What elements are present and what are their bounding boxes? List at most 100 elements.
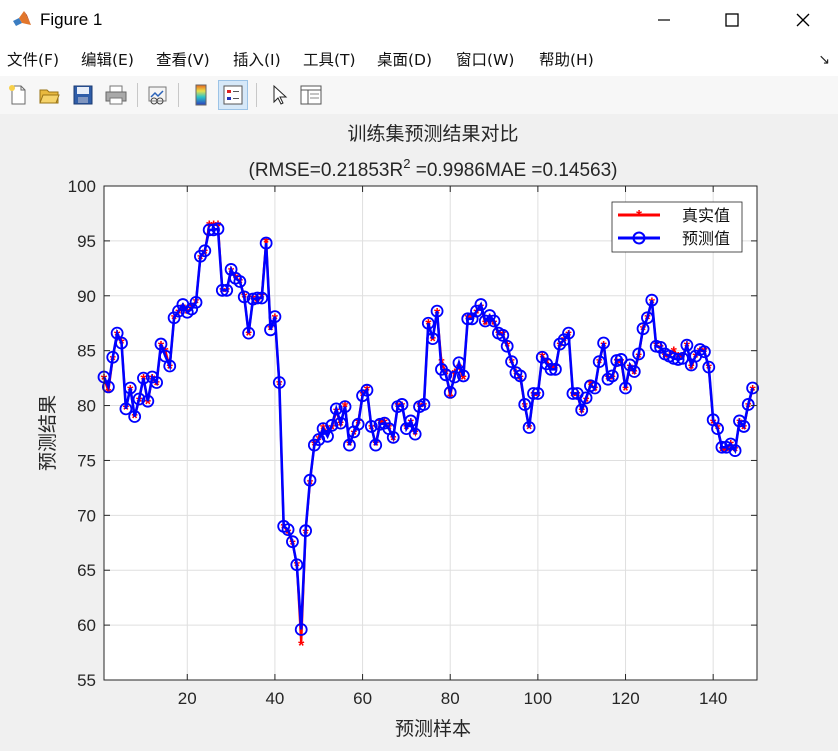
pred-point xyxy=(724,437,738,451)
pred-point xyxy=(592,355,606,369)
menu-view[interactable]: 查看(V) xyxy=(156,51,210,69)
true-point: * xyxy=(631,367,638,384)
pred-point xyxy=(549,362,562,376)
pred-point xyxy=(141,394,155,408)
x-tick-label: 140 xyxy=(699,689,727,708)
menu-edit[interactable]: 编辑(E) xyxy=(81,51,134,69)
menu-help[interactable]: 帮助(H) xyxy=(539,51,594,69)
pred-point xyxy=(338,400,352,414)
true-point: * xyxy=(447,391,454,408)
minimize-button[interactable] xyxy=(633,0,695,40)
menu-insert[interactable]: 插入(I) xyxy=(233,51,281,69)
chart-subtitle: (RMSE=0.21853R2 =0.9986MAE =0.14563) xyxy=(249,156,618,181)
pred-point xyxy=(137,371,150,385)
y-axis-label: 预测结果 xyxy=(37,395,59,471)
pred-point xyxy=(566,387,580,400)
true-point: * xyxy=(267,323,274,340)
plot-area xyxy=(104,186,757,680)
menu-file[interactable]: 文件(F) xyxy=(7,51,60,69)
pred-point xyxy=(579,391,593,405)
pred-point xyxy=(215,283,229,297)
y-tick-label: 100 xyxy=(68,177,96,196)
pred-point xyxy=(627,365,641,378)
menu-bar: 文件(F) 编辑(E) 查看(V) 插入(I) 工具(T) 桌面(D) 窗口(W… xyxy=(0,40,838,76)
chart-title: 训练集预测结果对比 xyxy=(347,123,518,145)
pred-point xyxy=(233,275,247,288)
y-tick-label: 80 xyxy=(77,397,96,416)
menu-desktop[interactable]: 桌面(D) xyxy=(377,51,433,69)
link-plot-icon[interactable] xyxy=(143,80,173,110)
pred-point xyxy=(605,369,619,383)
pred-point xyxy=(123,381,137,395)
maximize-button[interactable] xyxy=(701,0,763,40)
pred-point xyxy=(250,291,264,305)
true-point: * xyxy=(430,334,437,351)
pred-point xyxy=(299,524,312,538)
pred-point xyxy=(741,398,755,411)
pred-point xyxy=(185,302,199,316)
true-point: * xyxy=(346,438,353,455)
pred-point xyxy=(329,402,343,416)
y-tick-label: 95 xyxy=(77,232,96,251)
pred-point xyxy=(167,311,181,325)
legend[interactable]: * 真实值 预测值 xyxy=(611,201,743,253)
pred-point xyxy=(641,311,654,325)
pointer-icon[interactable] xyxy=(264,80,294,110)
pred-point xyxy=(553,337,567,351)
pred-point xyxy=(101,380,115,394)
pred-point xyxy=(711,422,724,436)
property-editor-icon[interactable] xyxy=(296,80,326,110)
colorbar-icon[interactable] xyxy=(186,80,216,110)
legend-true-marker: * xyxy=(636,207,642,224)
true-point: * xyxy=(495,328,502,345)
pred-point xyxy=(281,523,295,537)
pred-point xyxy=(426,332,440,345)
menu-tools[interactable]: 工具(T) xyxy=(303,51,356,69)
x-tick-label: 40 xyxy=(265,689,284,708)
pred-point xyxy=(395,398,409,411)
pred-point xyxy=(325,418,339,432)
save-icon[interactable] xyxy=(68,80,98,110)
true-point: * xyxy=(456,361,463,378)
print-icon[interactable] xyxy=(101,80,131,110)
pred-point xyxy=(404,414,418,428)
minimize-icon xyxy=(658,19,670,21)
pred-point xyxy=(343,438,356,452)
true-point: * xyxy=(592,383,599,400)
toolbar-separator xyxy=(178,83,179,107)
toolbar-separator xyxy=(256,83,257,107)
pred-point xyxy=(443,385,457,399)
pred-point xyxy=(535,350,549,364)
pred-point xyxy=(728,444,742,457)
pred-point xyxy=(588,381,602,395)
menu-window[interactable]: 窗口(W) xyxy=(456,51,515,69)
pred-point xyxy=(303,473,317,487)
legend-box xyxy=(611,201,743,253)
pred-point xyxy=(676,351,689,365)
pred-point xyxy=(172,304,185,318)
pred-point xyxy=(456,369,470,383)
close-button[interactable] xyxy=(772,0,834,40)
open-folder-icon[interactable] xyxy=(34,80,64,110)
pred-point xyxy=(106,350,120,364)
pred-point xyxy=(242,326,256,340)
pred-point xyxy=(202,223,216,237)
pred-point xyxy=(474,298,488,311)
true-point: * xyxy=(153,378,160,395)
pred-point xyxy=(211,222,225,236)
pred-point xyxy=(623,358,637,372)
legend-icon[interactable] xyxy=(218,80,248,110)
pred-point xyxy=(645,293,659,307)
x-tick-label: 20 xyxy=(178,689,197,708)
new-file-icon[interactable] xyxy=(3,80,33,110)
window-title: Figure 1 xyxy=(40,10,103,29)
true-point: * xyxy=(246,328,253,345)
pred-point xyxy=(632,347,646,361)
pred-point xyxy=(544,362,558,376)
true-point: * xyxy=(693,350,700,367)
pred-point xyxy=(430,304,444,318)
true-point: * xyxy=(526,422,533,439)
y-tick-label: 55 xyxy=(77,671,96,690)
dock-arrow-icon[interactable]: ↘ xyxy=(818,52,830,68)
true-point: * xyxy=(579,405,586,422)
